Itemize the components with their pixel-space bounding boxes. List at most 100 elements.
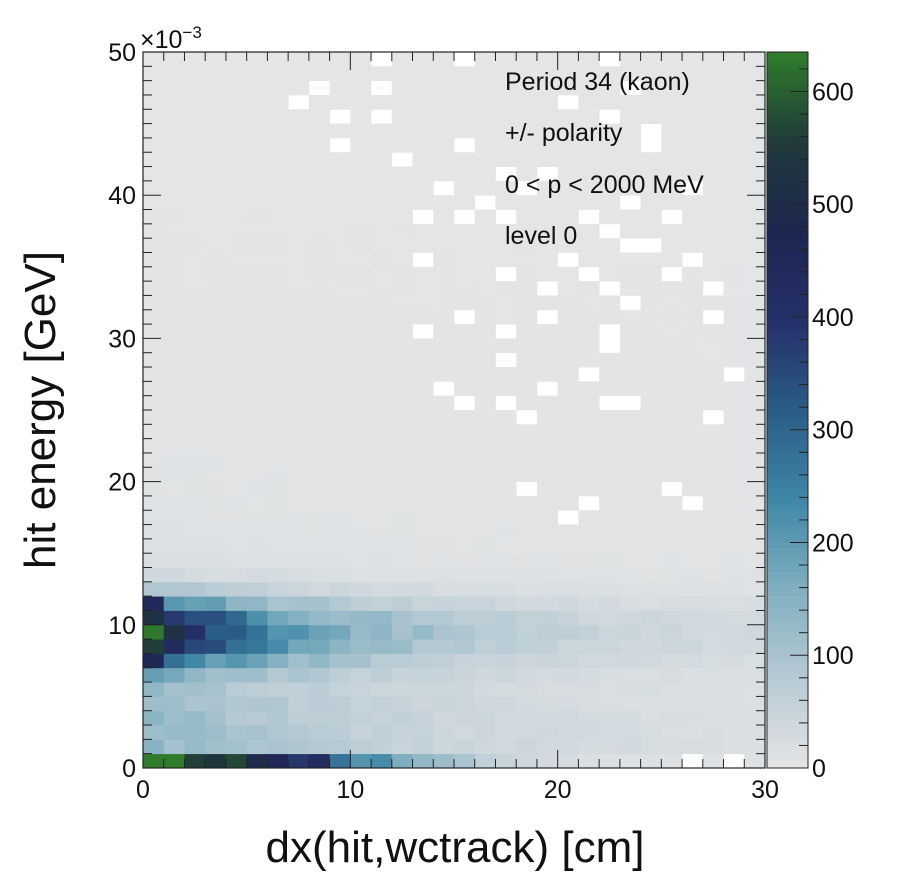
heatmap-cell xyxy=(225,567,248,583)
heatmap-cell xyxy=(702,338,724,354)
heatmap-cell xyxy=(391,180,413,196)
heatmap-cell xyxy=(516,596,538,611)
heatmap-cell xyxy=(454,352,476,368)
heatmap-cell xyxy=(578,152,600,167)
color-scale-segment xyxy=(767,308,808,316)
heatmap-cell xyxy=(184,123,206,139)
heatmap-cell xyxy=(744,152,766,167)
heatmap-cell xyxy=(516,467,538,482)
heatmap-cell xyxy=(308,137,330,153)
heatmap-cell xyxy=(619,753,641,769)
heatmap-cell xyxy=(682,238,704,253)
heatmap-cell xyxy=(702,481,724,497)
heatmap-cell xyxy=(599,481,621,497)
heatmap-cell xyxy=(578,639,600,654)
heatmap-cell xyxy=(578,667,600,683)
heatmap-cell xyxy=(661,80,683,96)
heatmap-cell xyxy=(433,123,455,139)
heatmap-cell xyxy=(536,567,559,583)
heatmap-cell xyxy=(412,395,434,411)
heatmap-cell xyxy=(433,195,455,210)
heatmap-cell xyxy=(495,295,517,311)
heatmap-cell xyxy=(723,624,745,640)
heatmap-cell xyxy=(308,538,330,554)
heatmap-cell xyxy=(267,710,289,726)
heatmap-cell xyxy=(516,338,538,354)
heatmap-cell xyxy=(723,682,745,697)
heatmap-cell xyxy=(184,295,206,311)
heatmap-cell xyxy=(433,682,455,697)
heatmap-cell xyxy=(454,195,476,210)
heatmap-cell xyxy=(329,410,351,425)
color-scale-segment xyxy=(767,750,808,757)
heatmap-cell xyxy=(371,94,393,110)
heatmap-cell xyxy=(536,653,559,669)
heatmap-cell xyxy=(371,424,393,440)
heatmap-cell xyxy=(661,309,683,325)
color-scale-segment xyxy=(767,189,808,196)
heatmap-cell xyxy=(495,495,517,511)
heatmap-cell xyxy=(682,653,704,669)
heatmap-cell xyxy=(516,381,538,397)
heatmap-cell xyxy=(536,395,559,411)
heatmap-cell xyxy=(495,281,517,296)
heatmap-cell xyxy=(536,52,559,67)
heatmap-cell xyxy=(619,567,641,583)
heatmap-cell xyxy=(578,553,600,568)
heatmap-cell xyxy=(391,94,413,110)
heatmap-cell xyxy=(371,581,393,597)
heatmap-cell xyxy=(329,510,351,525)
heatmap-cell xyxy=(205,481,227,497)
heatmap-cell xyxy=(246,395,268,411)
heatmap-cell xyxy=(184,667,206,683)
color-scale-segment xyxy=(767,260,808,268)
heatmap-cell xyxy=(702,510,724,525)
heatmap-cell xyxy=(433,395,455,411)
heatmap-cell xyxy=(474,223,496,239)
heatmap-cell xyxy=(516,238,538,253)
heatmap-cell xyxy=(143,252,165,268)
heatmap-cell xyxy=(744,710,766,726)
heatmap-cell xyxy=(267,753,289,769)
color-scale-segment xyxy=(767,290,808,298)
heatmap-cell xyxy=(516,753,538,769)
heatmap-cell xyxy=(412,510,434,525)
heatmap-cell xyxy=(184,309,206,325)
heatmap-cell xyxy=(205,581,227,597)
heatmap-cell xyxy=(578,238,600,253)
heatmap-cell xyxy=(474,467,496,482)
heatmap-cell xyxy=(205,410,227,425)
x-tick-label: 0 xyxy=(136,776,150,804)
heatmap-cell xyxy=(288,495,310,511)
heatmap-cell xyxy=(578,424,600,440)
heatmap-cell xyxy=(350,753,372,769)
heatmap-cell xyxy=(516,553,538,568)
heatmap-cell xyxy=(495,524,517,540)
heatmap-cell xyxy=(205,710,227,726)
heatmap-cell xyxy=(578,710,600,726)
heatmap-cell xyxy=(267,338,289,354)
heatmap-cell xyxy=(267,424,289,440)
heatmap-cell xyxy=(557,395,579,411)
heatmap-cell xyxy=(516,223,538,239)
heatmap-cell xyxy=(578,223,600,239)
heatmap-cell xyxy=(661,295,683,311)
heatmap-cell xyxy=(143,624,165,640)
heatmap-cell xyxy=(329,252,351,268)
heatmap-cell xyxy=(433,80,455,96)
heatmap-cell xyxy=(246,639,268,654)
heatmap-cell xyxy=(723,725,745,740)
heatmap-cell xyxy=(371,553,393,568)
heatmap-cell xyxy=(308,581,330,597)
heatmap-cell xyxy=(433,495,455,511)
heatmap-cell xyxy=(350,452,372,468)
heatmap-cell xyxy=(205,52,227,67)
heatmap-cell xyxy=(516,696,538,712)
heatmap-cell xyxy=(350,266,372,282)
heatmap-cell xyxy=(391,166,413,182)
heatmap-cell xyxy=(682,581,704,597)
color-scale-segment xyxy=(767,690,808,697)
color-scale-segment xyxy=(767,487,808,495)
heatmap-cell xyxy=(557,410,579,425)
heatmap-cell xyxy=(599,682,621,697)
